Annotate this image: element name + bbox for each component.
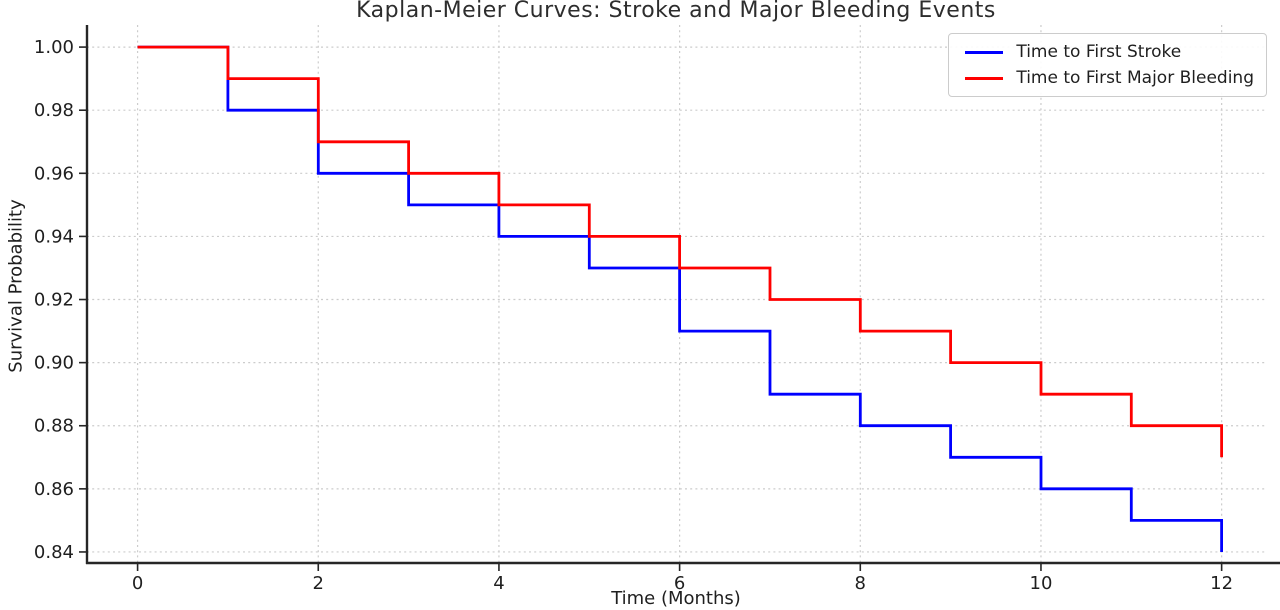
series-line-time-to-first-major-bleeding [137,45,1223,458]
x-tick-label: 12 [1210,573,1233,594]
legend: Time to First Stroke Time to First Major… [948,33,1267,97]
x-tick-label: 4 [493,573,504,594]
y-axis-label: Survival Probability [5,199,27,373]
legend-label-stroke: Time to First Stroke [1016,42,1182,62]
x-tick-label: 10 [1030,573,1053,594]
x-tick-label: 2 [313,573,324,594]
y-tick-label: 0.96 [34,163,74,184]
legend-line-swatch-stroke [965,50,1004,54]
legend-line-swatch-bleeding [965,76,1004,80]
y-tick-label: 0.84 [34,542,74,563]
y-tick-label: 0.90 [34,353,74,374]
x-tick-label: 6 [674,573,685,594]
y-tick-label: 1.00 [34,37,74,58]
y-tick-label: 0.98 [34,100,74,121]
axes: 0.84 0.86 0.88 0.90 0.92 0.94 0.96 0.98 1.00 0 2 4 6… [34,25,1280,594]
y-tick-label: 0.88 [34,416,74,437]
legend-item-stroke: Time to First Stroke [959,40,1254,64]
chart-title: Kaplan-Meier Curves: Stroke and Major Bl… [356,0,996,23]
series-line-time-to-first-stroke [137,45,1223,552]
x-tick-label: 8 [855,573,866,594]
y-tick-label: 0.94 [34,226,74,247]
gridlines [87,25,1265,563]
legend-item-bleeding: Time to First Major Bleeding [959,66,1254,90]
legend-label-bleeding: Time to First Major Bleeding [1016,68,1254,88]
x-tick-label: 0 [132,573,143,594]
x-axis-label: Time (Months) [611,588,741,609]
y-tick-label: 0.86 [34,479,74,500]
y-tick-label: 0.92 [34,290,74,311]
